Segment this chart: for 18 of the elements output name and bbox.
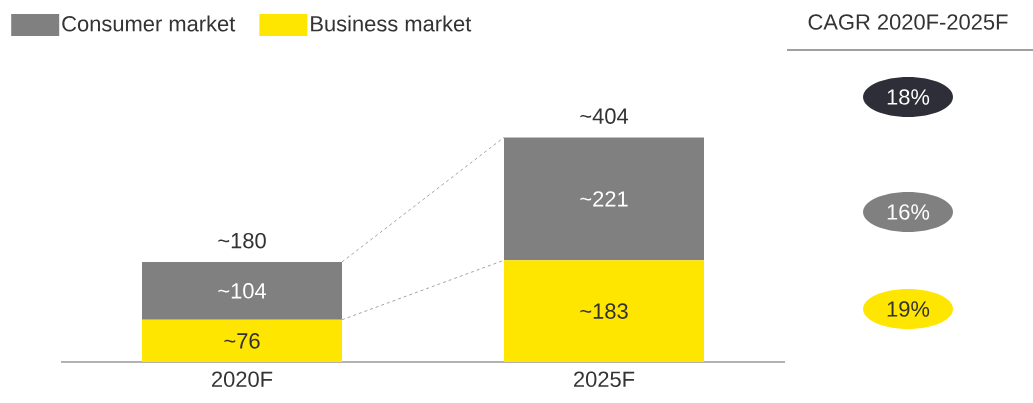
bar [142,319,342,362]
legend-label: Consumer market [62,15,236,32]
x-tick-label: 2025F [574,371,635,388]
total-label: ~404 [580,108,629,124]
bar [142,261,342,320]
legend-label: Business market [311,15,472,32]
text: 16% [887,204,930,220]
text: CAGR 2020F-2025F [808,14,1008,30]
bar [504,137,705,261]
data-label: ~104 [218,283,267,299]
x-tick-label: 2020F [212,371,273,388]
text: 18% [887,89,930,105]
total-label: ~180 [218,232,266,249]
data-label: ~221 [580,191,628,207]
text: 19% [887,301,930,317]
bar [504,260,705,362]
data-label: ~183 [580,303,628,319]
data-label: ~76 [224,333,260,349]
